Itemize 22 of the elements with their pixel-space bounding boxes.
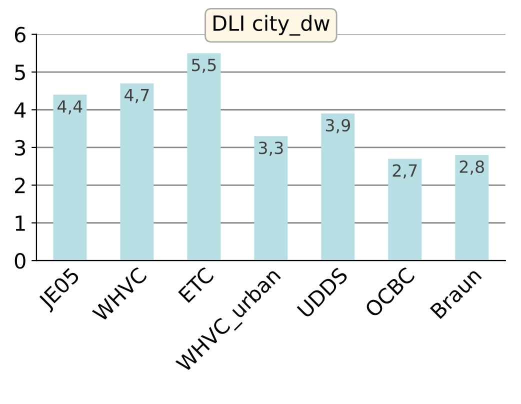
chart-title: DLI city_dw	[214, 14, 330, 36]
y-tick-label: 5	[15, 64, 25, 80]
y-tick-label: 0	[14, 253, 26, 269]
data-label: 4,4	[58, 100, 82, 114]
data-label: 3,9	[326, 118, 350, 134]
y-tick-label: 6	[14, 26, 26, 43]
y-tick-label: 3	[15, 140, 26, 156]
data-label: 5,5	[192, 58, 216, 73]
bar	[455, 155, 489, 261]
y-tick-label: 1	[16, 216, 25, 231]
data-label: 3,3	[258, 142, 283, 156]
data-label: 2,8	[460, 160, 484, 175]
y-tick-label: 4	[14, 102, 26, 118]
bar	[187, 53, 221, 261]
bar	[53, 94, 87, 261]
y-tick-label: 2	[15, 178, 25, 194]
bar	[388, 158, 422, 261]
data-label: 4,7	[124, 89, 149, 104]
bar	[120, 83, 154, 261]
bar	[254, 136, 288, 261]
data-label: 2,7	[392, 164, 417, 179]
bar	[321, 114, 355, 261]
